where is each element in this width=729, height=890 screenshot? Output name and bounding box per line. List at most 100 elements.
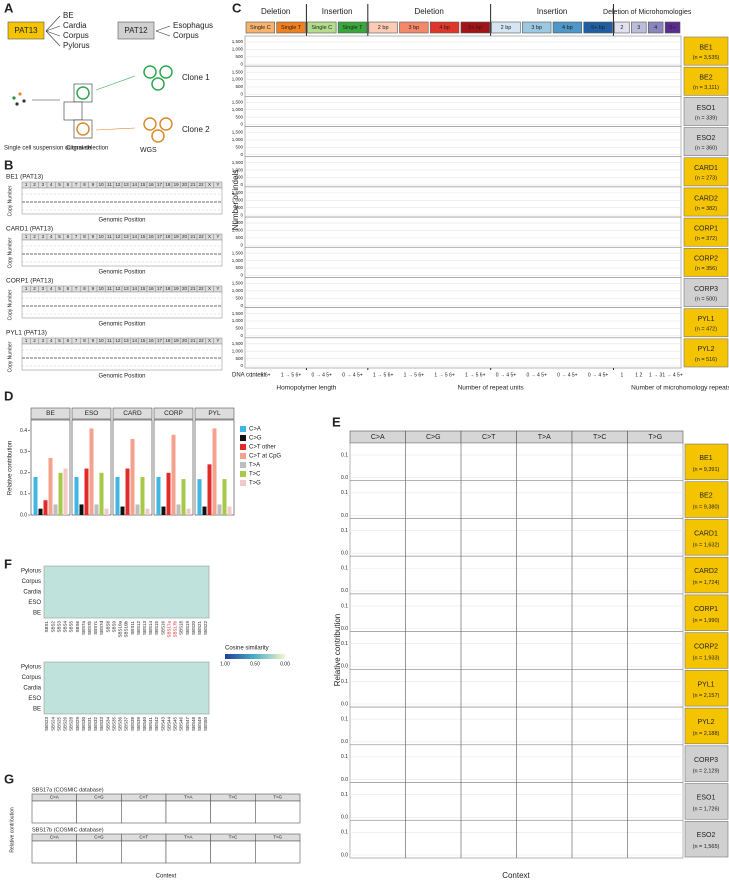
y-tick-label: 0.1 (341, 716, 348, 722)
column-label: SBS50 (203, 717, 208, 732)
y-tick-label: 0 (240, 273, 243, 278)
sample-n: (n = 1,565) (693, 844, 720, 850)
facet-frame (165, 800, 211, 824)
y-tick-label: 0.1 (341, 566, 348, 572)
y-tick-label: 1,500 (232, 190, 244, 195)
chrom-label: 3 (42, 286, 45, 291)
sample-n: (n = 9,380) (693, 505, 720, 511)
axis-title: Context (502, 871, 530, 880)
panel-label: A (4, 0, 14, 15)
chrom-label: 6 (67, 234, 70, 239)
y-tick-label: 1,000 (232, 77, 244, 82)
chrom-label: 6 (67, 286, 70, 291)
facet-label: C>G (426, 434, 441, 441)
row-label: Pylorus (21, 569, 41, 575)
y-tick-label: 500 (235, 145, 243, 150)
column-label: SBS15 (154, 621, 159, 636)
group-title: Deletion of Microhomologies (603, 9, 692, 16)
context-label: 0 → 4 5+ (588, 372, 609, 378)
legend-swatch (240, 453, 246, 459)
axis-title: Number of microhomology repeats (631, 385, 729, 392)
legend-tick: 1.00 (220, 661, 230, 667)
chrom-label: 4 (50, 286, 53, 291)
panel-label: E (332, 414, 341, 429)
sub-label: 5+ bp (591, 25, 605, 31)
chrom-label: 2 (33, 286, 36, 291)
row-label: Corpus (22, 675, 41, 681)
sample-box (684, 707, 729, 745)
y-tick-label: 500 (235, 265, 243, 270)
column-label: SBS41 (148, 717, 153, 732)
chrom-label: 22 (199, 234, 205, 239)
label: Clone 1 (182, 73, 210, 82)
axis-title: Number of indels (231, 170, 240, 230)
legend-tick: 0.00 (280, 661, 290, 667)
facet-label: T>C (593, 434, 606, 441)
chrom-label: 15 (140, 338, 146, 343)
sample-n: (n = 3,111) (693, 85, 719, 91)
chrom-label: 13 (124, 338, 130, 343)
chrom-label: 15 (140, 286, 146, 291)
y-tick-label: 0.4 (20, 428, 27, 434)
column-label: SBS24 (50, 717, 55, 732)
bar (84, 468, 89, 515)
sub-label: 5+ (669, 25, 675, 31)
plot-frame (21, 239, 223, 267)
chrom-label: 11 (107, 286, 112, 291)
facet-label: C>T (139, 835, 148, 840)
facet-label: C>T (482, 434, 496, 441)
y-tick-label: 1,500 (232, 130, 244, 135)
column-label: SBS2 (50, 621, 55, 633)
chrom-label: 11 (107, 182, 112, 187)
chrom-label: 18 (165, 286, 171, 291)
sub-header (399, 21, 429, 34)
column-label: SBS30 (81, 717, 86, 732)
site-name: Cardia (63, 21, 87, 30)
chrom-label: 7 (75, 234, 78, 239)
axis-title: Genomic Position (98, 270, 145, 276)
heatmap (43, 661, 210, 715)
row-frame (244, 307, 682, 339)
y-tick-label: 0.3 (20, 449, 27, 455)
panel-label: F (4, 556, 12, 571)
y-tick-label: 0.2 (20, 470, 27, 476)
cell-dot (22, 99, 26, 103)
y-tick-label: 0 (240, 363, 243, 368)
sample-name: ESO1 (697, 794, 716, 801)
site-name: Esophagus (173, 21, 213, 30)
chrom-label: 10 (99, 286, 105, 291)
legend-swatch (240, 426, 246, 432)
facet-header (30, 407, 71, 420)
label: Clone 2 (182, 125, 210, 134)
sample-box (684, 556, 729, 594)
sample-name: BE1 (699, 455, 712, 462)
column-label: SBS34 (105, 717, 110, 732)
plot-frame (21, 343, 223, 371)
patient-box (117, 21, 155, 40)
column-label: SBS42 (154, 717, 159, 732)
facet-header (112, 407, 153, 420)
bar (120, 506, 125, 515)
column-label: SBS40 (142, 717, 147, 732)
y-tick-label: 0 (240, 152, 243, 157)
sample-box (683, 157, 729, 187)
y-tick-label: 0 (240, 122, 243, 127)
sub-header (631, 21, 647, 34)
column-label: SBS7d (99, 621, 104, 636)
legend-label: C>G (249, 436, 262, 442)
arrow-orange (95, 127, 136, 131)
chrom-label: 9 (92, 182, 95, 187)
sample-box (683, 66, 729, 96)
y-tick-label: 1,000 (232, 288, 244, 293)
bar (58, 472, 63, 515)
chrom-label: 2 (33, 338, 36, 343)
chrom-label: 12 (115, 182, 121, 187)
chrom-label: 16 (149, 338, 155, 343)
context-label: 0 → 4 5+ (342, 372, 363, 378)
chrom-label: 22 (199, 338, 205, 343)
sample-box (683, 127, 729, 157)
bar (38, 508, 43, 515)
chrom-label: 11 (107, 234, 112, 239)
sample-name: CORP1 (694, 225, 718, 232)
